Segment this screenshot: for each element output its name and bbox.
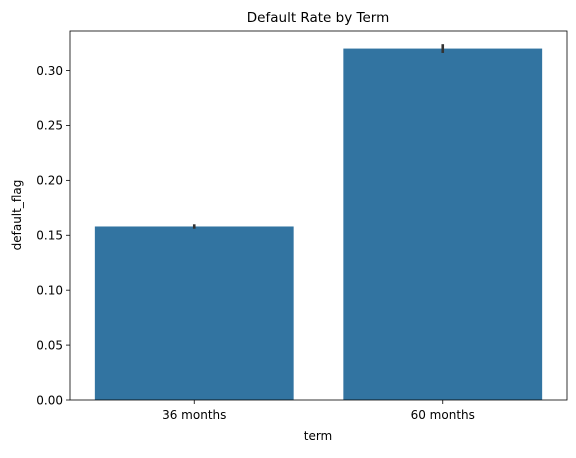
y-axis: 0.00 0.05 0.10 0.15 0.20 0.25 0.30 — [36, 64, 70, 407]
y-tick-label-2: 0.10 — [36, 283, 63, 297]
bars-layer — [94, 48, 543, 400]
bar-0 — [94, 226, 294, 400]
error-bars-layer — [192, 44, 445, 229]
y-tick-label-1: 0.05 — [36, 338, 63, 352]
y-tick-label-6: 0.30 — [36, 64, 63, 78]
y-tick-label-3: 0.15 — [36, 229, 63, 243]
y-tick-label-4: 0.20 — [36, 174, 63, 188]
x-tick-label-1: 60 months — [411, 408, 475, 422]
y-tick-label-0: 0.00 — [36, 393, 63, 407]
plot-frame — [69, 30, 568, 401]
bar-1 — [343, 48, 543, 400]
y-axis-label: default_flag — [10, 180, 24, 251]
x-tick-label-0: 36 months — [162, 408, 226, 422]
chart-title: Default Rate by Term — [247, 10, 389, 26]
x-axis: 36 months 60 months — [162, 400, 475, 422]
x-axis-label: term — [304, 429, 333, 443]
y-tick-label-5: 0.25 — [36, 119, 63, 133]
